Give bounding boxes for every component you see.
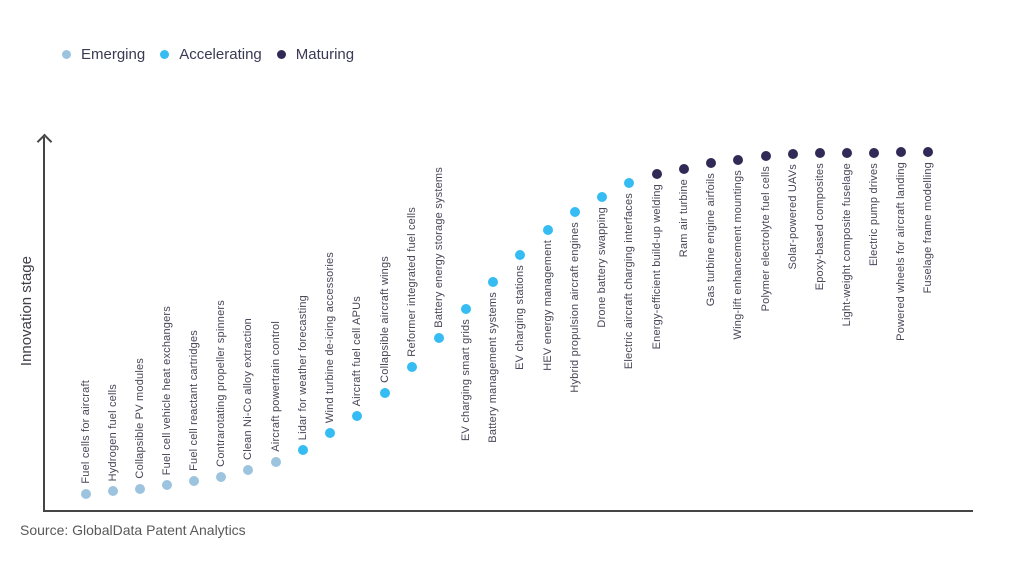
data-point-label: Lidar for weather forecasting: [297, 294, 309, 440]
data-point-dot: [815, 148, 825, 158]
data-point-label: Battery management systems: [487, 292, 499, 443]
y-axis-line: [43, 137, 45, 511]
data-point-label: Hydrogen fuel cells: [107, 383, 119, 481]
data-point-label: Energy-efficient build-up welding: [651, 184, 663, 350]
data-point-dot: [135, 484, 145, 494]
data-point-label: EV charging smart grids: [460, 319, 472, 441]
data-point-dot: [298, 445, 308, 455]
data-point-label: Fuel cell reactant cartridges: [188, 330, 200, 471]
data-point-dot: [570, 207, 580, 217]
data-point-label: Epoxy-based composites: [814, 163, 826, 291]
data-point-label: Light-weight composite fuselage: [841, 163, 853, 327]
data-point-label: Fuselage frame modelling: [922, 162, 934, 294]
data-point-label: Fuel cell vehicle heat exchangers: [161, 305, 173, 475]
legend-dot-icon: [276, 50, 286, 59]
data-point-dot: [108, 486, 118, 496]
data-point-label: Collapsible PV modules: [134, 358, 146, 479]
data-point-dot: [515, 250, 525, 260]
data-point-label: Aircraft powertrain control: [270, 321, 282, 452]
data-point-label: Polymer electrolyte fuel cells: [760, 166, 772, 312]
legend-dot-icon: [160, 50, 170, 59]
data-point-dot: [896, 147, 906, 157]
data-point-dot: [733, 155, 743, 165]
data-point-dot: [189, 476, 199, 486]
data-point-dot: [788, 149, 798, 159]
data-point-dot: [325, 428, 335, 438]
data-point-dot: [652, 169, 662, 179]
data-point-label: Collapsible aircraft wings: [379, 256, 391, 383]
data-point-dot: [352, 411, 362, 421]
source-note: Source: GlobalData Patent Analytics: [20, 522, 246, 538]
data-point-dot: [434, 333, 444, 343]
y-axis-label: Innovation stage: [18, 256, 35, 367]
data-point-label: Contrarotating propeller spinners: [215, 300, 227, 467]
data-point-dot: [216, 472, 226, 482]
data-point-dot: [869, 148, 879, 158]
legend-dot-icon: [62, 50, 71, 59]
y-axis-arrow-icon: [36, 133, 53, 150]
data-point-dot: [761, 151, 771, 161]
data-point-label: Electric aircraft charging interfaces: [623, 193, 635, 370]
data-point-dot: [461, 304, 471, 314]
data-point-label: HEV energy management: [542, 240, 554, 371]
legend-item: Emerging: [62, 46, 145, 63]
legend-label: Emerging: [81, 46, 146, 63]
legend-item: Maturing: [276, 46, 355, 63]
data-point-dot: [706, 158, 716, 168]
data-point-dot: [923, 147, 933, 157]
data-point-dot: [543, 225, 553, 235]
data-point-dot: [162, 480, 172, 490]
data-point-dot: [81, 489, 91, 499]
data-point-dot: [488, 277, 498, 287]
x-axis-line: [43, 510, 973, 512]
legend-label: Accelerating: [179, 46, 262, 63]
data-point-label: Gas turbine engine airfoils: [705, 173, 717, 307]
legend: Emerging Accelerating Maturing: [62, 46, 354, 63]
data-point-label: Wing-lift enhancement mountings: [732, 170, 744, 340]
data-point-label: Electric pump drives: [868, 163, 880, 267]
data-point-label: Clean Ni-Co alloy extraction: [242, 318, 254, 460]
data-point-dot: [624, 178, 634, 188]
data-point-label: Drone battery swapping: [596, 207, 608, 328]
data-point-label: Battery energy storage systems: [433, 167, 445, 328]
legend-label: Maturing: [295, 46, 355, 63]
data-point-dot: [597, 192, 607, 202]
data-point-dot: [407, 362, 417, 372]
data-point-label: Hybrid propulsion aircraft engines: [569, 222, 581, 393]
data-point-label: EV charging stations: [514, 265, 526, 370]
data-point-label: Fuel cells for aircraft: [80, 380, 92, 484]
data-point-label: Wind turbine de-icing accessories: [324, 251, 336, 423]
data-point-label: Aircraft fuel cell APUs: [351, 295, 363, 406]
data-point-dot: [271, 457, 281, 467]
data-point-label: Reformer integrated fuel cells: [406, 207, 418, 357]
data-point-dot: [380, 388, 390, 398]
data-point-dot: [842, 148, 852, 158]
data-point-dot: [679, 164, 689, 174]
legend-item: Accelerating: [160, 46, 262, 63]
data-point-dot: [243, 465, 253, 475]
data-point-label: Solar-powered UAVs: [787, 164, 799, 270]
data-point-label: Powered wheels for aircraft landing: [895, 162, 907, 341]
data-point-label: Ram air turbine: [678, 179, 690, 258]
